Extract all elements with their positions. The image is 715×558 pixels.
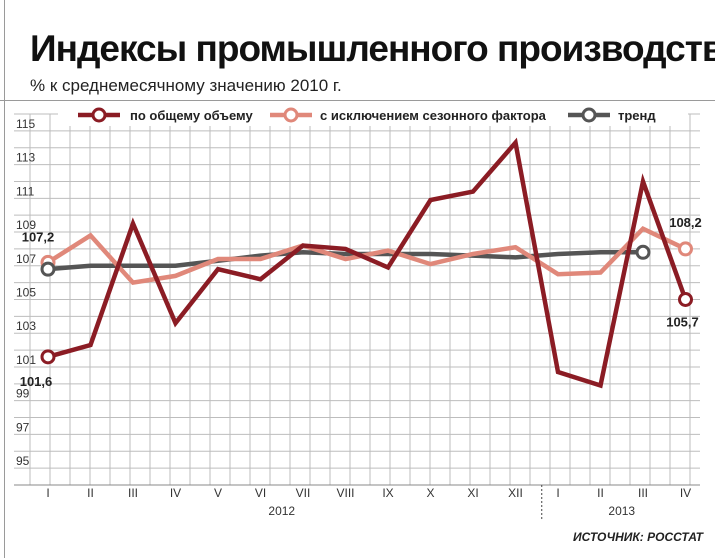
x-tick-label: I xyxy=(46,486,49,500)
frame-left-line xyxy=(4,0,5,558)
y-tick-label: 101 xyxy=(16,353,36,367)
year-group-label: 2013 xyxy=(608,504,635,518)
y-tick-label: 115 xyxy=(16,117,35,131)
x-tick-label: VIII xyxy=(336,486,354,500)
x-tick-label: IV xyxy=(170,486,181,500)
y-tick-label: 103 xyxy=(16,319,36,333)
x-tick-label: X xyxy=(426,486,434,500)
chart-subtitle: % к среднемесячному значению 2010 г. xyxy=(30,76,342,95)
series-marker xyxy=(40,349,56,365)
y-tick-label: 109 xyxy=(16,218,36,232)
y-tick-label: 105 xyxy=(16,286,36,300)
y-tick-label: 97 xyxy=(16,420,30,434)
x-tick-label: IX xyxy=(382,486,393,500)
x-tick-label: II xyxy=(87,486,94,500)
series-marker xyxy=(40,261,56,277)
y-tick-label: 99 xyxy=(16,387,30,401)
series-marker xyxy=(635,244,651,260)
data-label: 101,6 xyxy=(20,374,53,389)
x-tick-label: XII xyxy=(508,486,523,500)
series-line-2 xyxy=(47,250,643,272)
data-label: 107,2 xyxy=(22,229,55,244)
x-tick-label: XI xyxy=(467,486,478,500)
y-tick-label: 95 xyxy=(16,454,30,468)
legend-swatch-marker xyxy=(581,107,597,123)
x-tick-label: VII xyxy=(296,486,311,500)
data-label: 108,2 xyxy=(669,215,702,230)
series-line-0 xyxy=(47,137,688,389)
source-note: ИСТОЧНИК: РОССТАТ xyxy=(572,530,703,544)
legend-background xyxy=(58,104,688,126)
y-tick-label: 107 xyxy=(16,252,36,266)
data-label: 105,7 xyxy=(666,315,699,330)
series-marker xyxy=(678,241,693,257)
x-tick-label: VI xyxy=(255,486,266,500)
series-marker xyxy=(678,292,693,307)
legend-swatch-marker xyxy=(91,107,107,123)
series-line-1 xyxy=(46,225,687,286)
x-tick-label: III xyxy=(128,486,138,500)
y-tick-label: 111 xyxy=(16,184,35,198)
chart-title: Индексы промышленного производства xyxy=(30,28,715,69)
x-tick-label: I xyxy=(556,486,559,500)
legend-swatch-marker xyxy=(283,107,299,123)
x-tick-label: V xyxy=(214,486,222,500)
legend-label: по общему объему xyxy=(130,108,253,123)
y-tick-label: 113 xyxy=(16,151,35,165)
year-group-label: 2012 xyxy=(268,504,295,518)
legend-label: тренд xyxy=(618,108,656,123)
x-tick-label: III xyxy=(638,486,648,500)
frame-top-line xyxy=(0,100,715,101)
x-tick-label: IV xyxy=(680,486,691,500)
legend-label: с исключением сезонного фактора xyxy=(320,108,547,123)
x-tick-label: II xyxy=(597,486,604,500)
